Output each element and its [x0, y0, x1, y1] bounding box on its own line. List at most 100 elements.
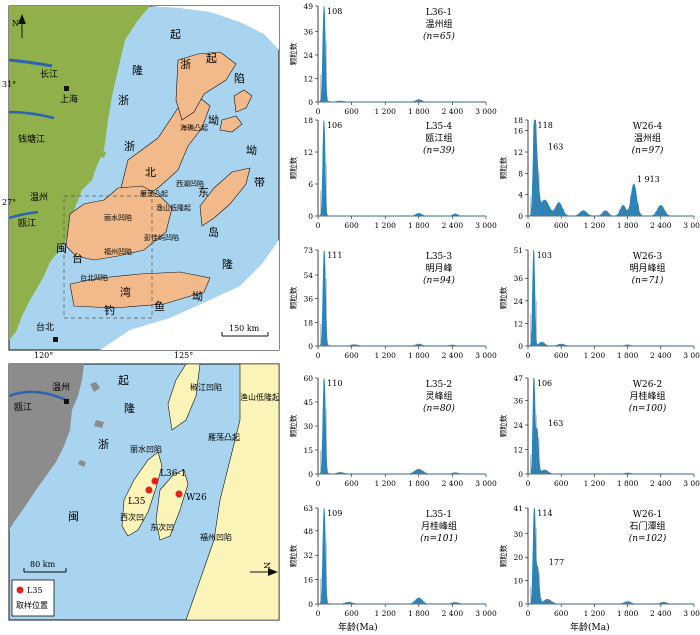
svg-text:80 km: 80 km	[30, 560, 56, 569]
sample-id: W26-1	[633, 510, 662, 520]
y-tick-label: 48	[303, 527, 313, 536]
svg-text:海礁凸起: 海礁凸起	[180, 123, 208, 132]
sample-formation: 灵峰组	[425, 390, 452, 402]
histogram-bar	[323, 41, 327, 103]
histogram-bar	[536, 172, 540, 217]
histogram-L35-4: 0 6 12 18 0 600 1 200 1 800 2 400 3 000 颗粒数 106 L35-…	[288, 116, 497, 230]
kde-curve	[318, 378, 486, 475]
x-tick-label: 600	[344, 351, 359, 360]
sample-formation: 瓯江组	[425, 132, 452, 144]
x-tick-label: 1 200	[374, 351, 396, 360]
x-tick-label: 2 400	[442, 351, 464, 360]
histogram-bar	[561, 344, 565, 347]
x-tick-label: 2 400	[442, 221, 464, 230]
histogram-bar	[541, 342, 545, 347]
histogram-W26-4: 0 4 8 12 16 18 0 600 1 200 1 800 2 400 3 000 颗粒数 118 1…	[498, 116, 700, 230]
x-tick-label: 0	[526, 479, 531, 488]
changjiang-river	[8, 58, 53, 68]
sample-id: L35-2	[426, 380, 452, 390]
top-map-basin-labels: 丽水凹陷 福州凹陷 台北凹陷 雁荡凸起 海礁凸起 西湖凹陷 彭佳屿凹陷 渔山低隆…	[80, 123, 208, 282]
histogram-bar	[536, 572, 540, 605]
x-tick-label: 0	[316, 351, 321, 360]
y-tick-label: 16	[303, 576, 313, 585]
svg-text:雁荡凸起: 雁荡凸起	[140, 189, 168, 198]
y-tick-label: 12	[513, 148, 523, 157]
x-label-left: 年龄(Ma)	[338, 621, 378, 633]
x-tick-label: 1 800	[408, 609, 430, 618]
svg-text:浙: 浙	[180, 58, 191, 71]
y-axis-label: 颗粒数	[498, 414, 508, 437]
shanghai-dot	[64, 86, 69, 91]
histogram-bar	[351, 603, 355, 605]
y-tick-label: 4	[518, 191, 523, 200]
label-changjiang: 长江	[40, 68, 58, 80]
histogram-bar	[418, 100, 422, 103]
x-tick-label: 0	[316, 609, 321, 618]
x-tick-label: 2 400	[650, 609, 672, 618]
svg-text:坳: 坳	[246, 143, 257, 157]
top-scale-bar: 150 km	[221, 324, 269, 337]
svg-text:台北凹陷: 台北凹陷	[80, 273, 108, 282]
x-tick-label: 2 400	[650, 479, 672, 488]
svg-text:彭佳屿凹陷: 彭佳屿凹陷	[144, 233, 179, 242]
peak-label: 163	[548, 143, 563, 152]
svg-text:L35: L35	[27, 586, 43, 595]
mainland-china	[9, 6, 150, 340]
x-tick-label: 1 200	[374, 609, 396, 618]
label-wenzhou-b: 温州	[52, 382, 70, 393]
y-tick-label: 15	[303, 446, 313, 455]
x-tick-label: 0	[526, 221, 531, 230]
x-tick-label: 3 000	[475, 479, 497, 488]
x-tick-label: 2 400	[442, 609, 464, 618]
histogram-bar	[533, 124, 537, 217]
x-tick-label: 3 000	[683, 351, 700, 360]
mainland-grey	[9, 364, 84, 530]
x-tick-label: 3 000	[683, 221, 700, 230]
sample-formation: 温州组	[425, 18, 452, 30]
svg-text:雁荡凸起: 雁荡凸起	[208, 432, 240, 442]
y-tick-label: 20	[513, 553, 523, 562]
y-tick-label: 0	[308, 470, 313, 479]
x-tick-label: 1 200	[584, 221, 606, 230]
x-tick-label: 3 000	[683, 479, 700, 488]
svg-text:150 km: 150 km	[229, 324, 260, 333]
svg-text:L35: L35	[128, 497, 146, 507]
y-tick-label: 30	[513, 530, 523, 539]
svg-text:陷: 陷	[234, 71, 245, 85]
svg-text:取样位置: 取样位置	[16, 600, 48, 610]
sample-formation: 月桂峰组	[421, 520, 457, 532]
x-tick-label: 600	[554, 221, 569, 230]
histogram-bar	[354, 344, 358, 347]
north-arrow-bottom: N	[250, 562, 278, 576]
y-tick-label: 30	[303, 422, 313, 431]
y-tick-label: 54	[303, 271, 313, 280]
label-oujiang-b: 瓯江	[14, 402, 32, 413]
svg-text:闽: 闽	[56, 242, 67, 255]
histogram-bar	[421, 601, 425, 605]
x-tick-label: 1 800	[408, 479, 430, 488]
y-tick-label: 0	[518, 212, 523, 221]
x-tick-label: 1 800	[617, 351, 639, 360]
histogram-bar	[561, 209, 565, 217]
histogram-bar	[326, 101, 330, 103]
sample-id: L35-4	[426, 122, 452, 132]
histogram-bar	[323, 541, 327, 605]
histogram-bar	[533, 301, 537, 347]
svg-text:起: 起	[206, 52, 217, 65]
y-tick-label: 0	[518, 342, 523, 351]
svg-text:椒江凹陷: 椒江凹陷	[190, 382, 222, 392]
label-wenzhou: 温州	[30, 192, 48, 203]
sample-id: L35-3	[426, 252, 452, 262]
kde-curve	[318, 120, 486, 217]
histogram-bar	[632, 189, 637, 217]
y-tick-label: 12	[513, 319, 523, 328]
y-tick-label: 73	[303, 246, 313, 255]
svg-text:W26: W26	[186, 493, 207, 503]
kde-curve	[318, 5, 486, 103]
y-axis-label: 颗粒数	[288, 42, 298, 65]
x-tick-label: 3 000	[683, 609, 700, 618]
histogram-bar	[635, 203, 639, 217]
sample-count: (n=102)	[629, 533, 667, 544]
